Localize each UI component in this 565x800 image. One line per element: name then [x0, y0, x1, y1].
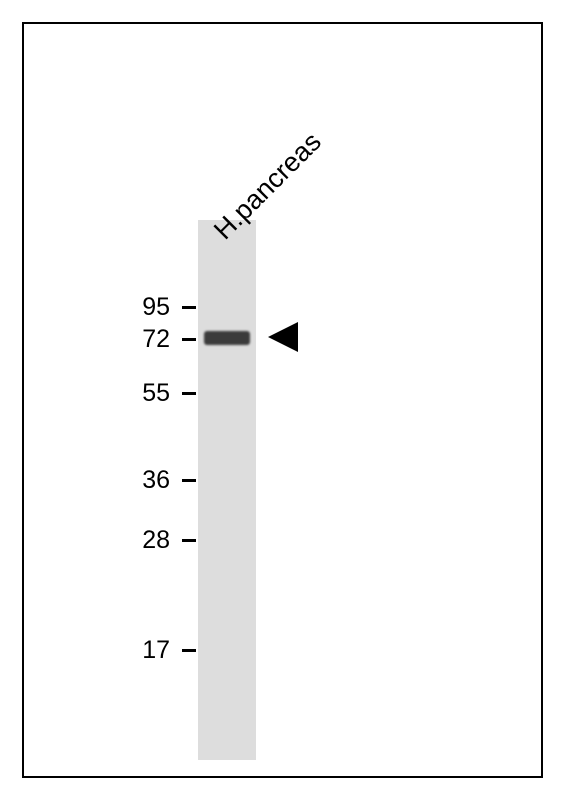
- protein-band: [204, 331, 250, 345]
- marker-tick: [182, 392, 196, 395]
- marker-label: 55: [110, 379, 170, 408]
- marker-tick: [182, 306, 196, 309]
- marker-label: 95: [110, 293, 170, 322]
- blot-lane: [198, 220, 256, 760]
- marker-label: 28: [110, 526, 170, 555]
- marker-tick: [182, 539, 196, 542]
- marker-tick: [182, 649, 196, 652]
- marker-tick: [182, 479, 196, 482]
- marker-label: 17: [110, 636, 170, 665]
- band-arrow: [268, 322, 298, 352]
- marker-label: 72: [110, 325, 170, 354]
- marker-label: 36: [110, 466, 170, 495]
- marker-tick: [182, 338, 196, 341]
- outer-frame: [22, 22, 543, 778]
